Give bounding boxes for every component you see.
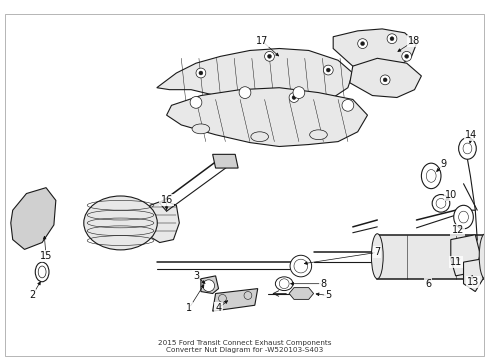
Ellipse shape (421, 163, 440, 189)
Text: 14: 14 (464, 130, 476, 140)
Circle shape (325, 68, 329, 72)
Ellipse shape (35, 262, 49, 282)
Text: 17: 17 (255, 36, 267, 46)
Polygon shape (166, 88, 367, 147)
Polygon shape (349, 58, 421, 98)
Circle shape (196, 68, 205, 78)
Ellipse shape (309, 130, 326, 140)
Text: 15: 15 (40, 251, 52, 261)
Text: 1: 1 (186, 303, 192, 313)
Polygon shape (463, 259, 482, 292)
Text: 5: 5 (325, 291, 331, 301)
Circle shape (288, 93, 298, 102)
Polygon shape (450, 235, 479, 276)
Polygon shape (150, 201, 179, 243)
Text: 2015 Ford Transit Connect Exhaust Components
Converter Nut Diagram for -W520103-: 2015 Ford Transit Connect Exhaust Compon… (158, 340, 330, 353)
Ellipse shape (289, 255, 311, 277)
Text: 12: 12 (450, 225, 463, 235)
Circle shape (291, 95, 295, 99)
Text: 11: 11 (448, 257, 461, 267)
Circle shape (203, 280, 214, 292)
Circle shape (264, 51, 274, 61)
Text: 18: 18 (407, 36, 420, 46)
Circle shape (383, 78, 386, 82)
Text: 13: 13 (466, 277, 478, 287)
Circle shape (190, 96, 202, 108)
Circle shape (401, 51, 411, 61)
Text: 4: 4 (215, 303, 221, 313)
Circle shape (380, 75, 389, 85)
Circle shape (239, 87, 250, 99)
Polygon shape (288, 288, 313, 300)
Polygon shape (157, 49, 352, 109)
Circle shape (199, 71, 203, 75)
Text: 6: 6 (425, 279, 430, 289)
Polygon shape (11, 188, 56, 249)
Text: 16: 16 (160, 195, 172, 206)
Circle shape (360, 42, 364, 46)
Circle shape (323, 65, 332, 75)
Polygon shape (332, 29, 416, 73)
Ellipse shape (83, 196, 157, 250)
Text: 10: 10 (444, 190, 456, 201)
Polygon shape (212, 154, 238, 168)
Polygon shape (377, 235, 484, 279)
Polygon shape (201, 276, 218, 293)
Circle shape (357, 39, 367, 49)
Text: 3: 3 (193, 271, 199, 281)
Ellipse shape (431, 194, 449, 212)
Ellipse shape (458, 138, 475, 159)
Circle shape (292, 87, 304, 99)
Ellipse shape (371, 234, 383, 279)
Text: 7: 7 (373, 247, 380, 257)
Ellipse shape (192, 124, 209, 134)
Polygon shape (212, 289, 257, 311)
Text: 2: 2 (29, 291, 36, 301)
Ellipse shape (453, 205, 472, 229)
Circle shape (404, 54, 408, 58)
Circle shape (267, 54, 271, 58)
Ellipse shape (250, 132, 268, 141)
Ellipse shape (478, 234, 488, 279)
Circle shape (386, 34, 396, 44)
Text: 8: 8 (320, 279, 326, 289)
Circle shape (341, 99, 353, 111)
Circle shape (389, 37, 393, 41)
Text: 9: 9 (440, 159, 446, 169)
Ellipse shape (275, 277, 292, 291)
